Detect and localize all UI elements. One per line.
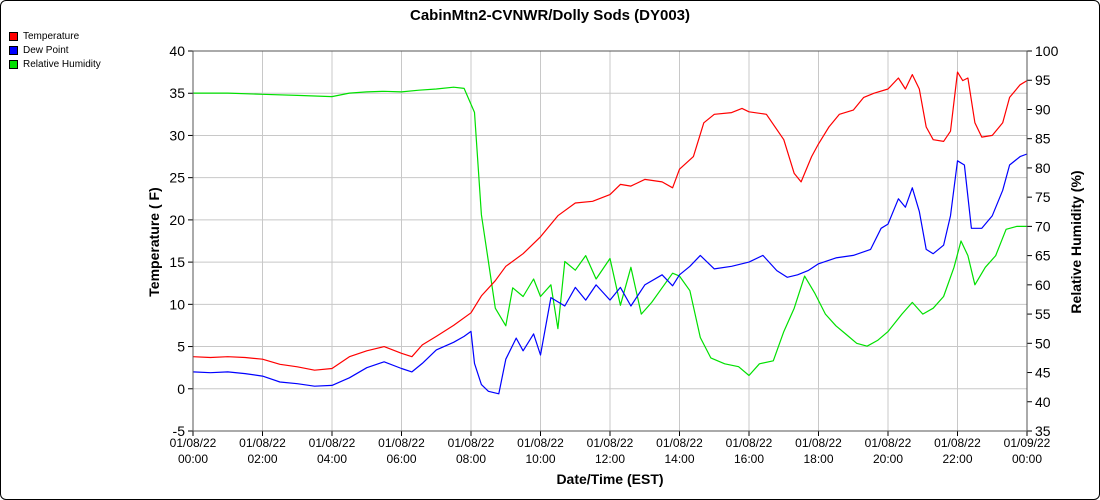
x-tick-date-label: 01/08/22 [517, 436, 564, 450]
x-tick-time-label: 18:00 [803, 452, 833, 466]
y-left-tick-label: 30 [169, 127, 185, 143]
x-tick-date-label: 01/08/22 [587, 436, 634, 450]
plot-border [192, 50, 1028, 432]
legend-swatch-relative-humidity [9, 59, 18, 69]
axes: -5 0 5 10 15 20 25 30 35 40 35 40 45 50 55 60 65 70 75 80 85… [169, 43, 1058, 466]
chart-title: CabinMtn2-CVNWR/Dolly Sods (DY003) [410, 7, 690, 24]
x-tick-date-label: 01/09/22 [1004, 436, 1051, 450]
y-right-tick-label: 90 [1035, 101, 1051, 117]
x-tick-date-label: 01/08/22 [795, 436, 842, 450]
x-tick-date-label: 01/08/22 [865, 436, 912, 450]
legend-item-temperature: Temperature [9, 29, 101, 43]
x-tick-date-label: 01/08/22 [934, 436, 981, 450]
legend-label-relative-humidity: Relative Humidity [23, 58, 101, 70]
y-right-tick-label: 95 [1035, 72, 1051, 88]
y-left-tick-label: 40 [169, 43, 185, 59]
x-tick-date-label: 01/08/22 [656, 436, 703, 450]
x-tick-date-label: 01/08/22 [170, 436, 217, 450]
x-tick-time-label: 02:00 [247, 452, 277, 466]
x-tick-time-label: 00:00 [178, 452, 208, 466]
y-axis-right-label: Relative Humidity (%) [1068, 170, 1084, 313]
y-left-tick-label: 0 [177, 381, 185, 397]
y-right-tick-label: 35 [1035, 423, 1051, 439]
x-tick-time-label: 12:00 [595, 452, 625, 466]
y-left-tick-label: 25 [169, 170, 185, 186]
y-right-tick-label: 55 [1035, 306, 1051, 322]
legend-item-dew-point: Dew Point [9, 43, 101, 57]
x-tick-time-label: 22:00 [942, 452, 972, 466]
legend-swatch-dew-point [9, 45, 18, 55]
series-line-temperature [192, 71, 1028, 371]
legend: Temperature Dew Point Relative Humidity [9, 29, 101, 71]
y-right-tick-label: 50 [1035, 335, 1051, 351]
y-right-tick-label: 100 [1035, 43, 1059, 59]
x-axis-label: Date/Time (EST) [556, 471, 663, 487]
y-left-tick-label: 35 [169, 85, 185, 101]
x-tick-time-label: 06:00 [386, 452, 416, 466]
y-axis-left-label: Temperature ( F) [146, 187, 162, 296]
y-right-tick-label: 65 [1035, 248, 1051, 264]
x-tick-date-label: 01/08/22 [378, 436, 425, 450]
x-tick-time-label: 00:00 [1012, 452, 1042, 466]
x-tick-time-label: 16:00 [734, 452, 764, 466]
x-tick-time-label: 10:00 [525, 452, 555, 466]
y-right-tick-label: 70 [1035, 218, 1051, 234]
y-right-tick-label: 45 [1035, 365, 1051, 381]
y-left-tick-label: 10 [169, 296, 185, 312]
y-left-tick-label: 5 [177, 339, 185, 355]
x-tick-time-label: 08:00 [456, 452, 486, 466]
x-tick-time-label: 04:00 [317, 452, 347, 466]
x-tick-date-label: 01/08/22 [309, 436, 356, 450]
x-tick-time-label: 14:00 [664, 452, 694, 466]
series-layer [192, 71, 1028, 395]
x-tick-date-label: 01/08/22 [239, 436, 286, 450]
y-left-tick-label: 20 [169, 212, 185, 228]
x-tick-date-label: 01/08/22 [726, 436, 773, 450]
y-right-tick-label: 85 [1035, 131, 1051, 147]
legend-label-temperature: Temperature [23, 30, 80, 42]
y-right-tick-label: 60 [1035, 277, 1051, 293]
series-line-relative-humidity [193, 86, 1027, 377]
y-right-tick-label: 40 [1035, 394, 1051, 410]
y-right-tick-label: 80 [1035, 160, 1051, 176]
y-left-tick-label: 15 [169, 254, 185, 270]
series-line-dew-point [192, 153, 1028, 395]
legend-label-dew-point: Dew Point [23, 44, 69, 56]
y-right-tick-label: 75 [1035, 189, 1051, 205]
legend-swatch-temperature [9, 31, 18, 41]
y-left-tick-label: -5 [173, 423, 186, 439]
legend-item-relative-humidity: Relative Humidity [9, 57, 101, 71]
x-tick-time-label: 20:00 [873, 452, 903, 466]
grid [192, 50, 1028, 432]
x-tick-date-label: 01/08/22 [448, 436, 495, 450]
